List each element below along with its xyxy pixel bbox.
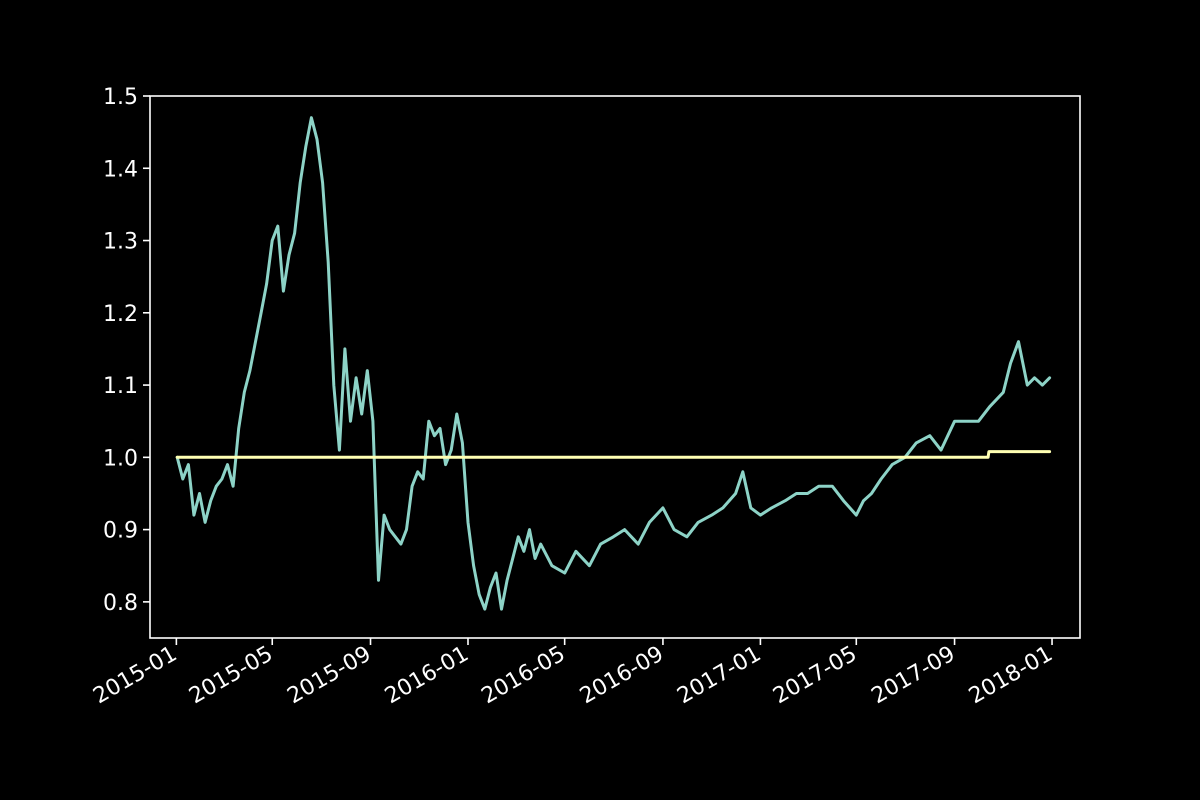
- series-line-strategy: [175, 116, 1052, 611]
- y-tick-label: 0.8: [103, 591, 138, 616]
- y-tick-label: 1.1: [103, 374, 138, 399]
- y-tick-label: 1.3: [103, 230, 138, 255]
- y-tick-label: 1.5: [103, 85, 138, 110]
- y-tick-label: 1.4: [103, 157, 138, 182]
- series-line-benchmark: [175, 450, 1052, 459]
- y-tick-label: 1.0: [103, 446, 138, 471]
- y-axis: 0.8 0.9 1.0 1.1 1.2 1.3 1.4 1.5: [103, 85, 150, 616]
- y-tick-label: 1.2: [103, 302, 138, 327]
- y-tick-label: 0.9: [103, 519, 138, 544]
- axes-frame: [149, 95, 1081, 639]
- series-layer: [175, 116, 1052, 611]
